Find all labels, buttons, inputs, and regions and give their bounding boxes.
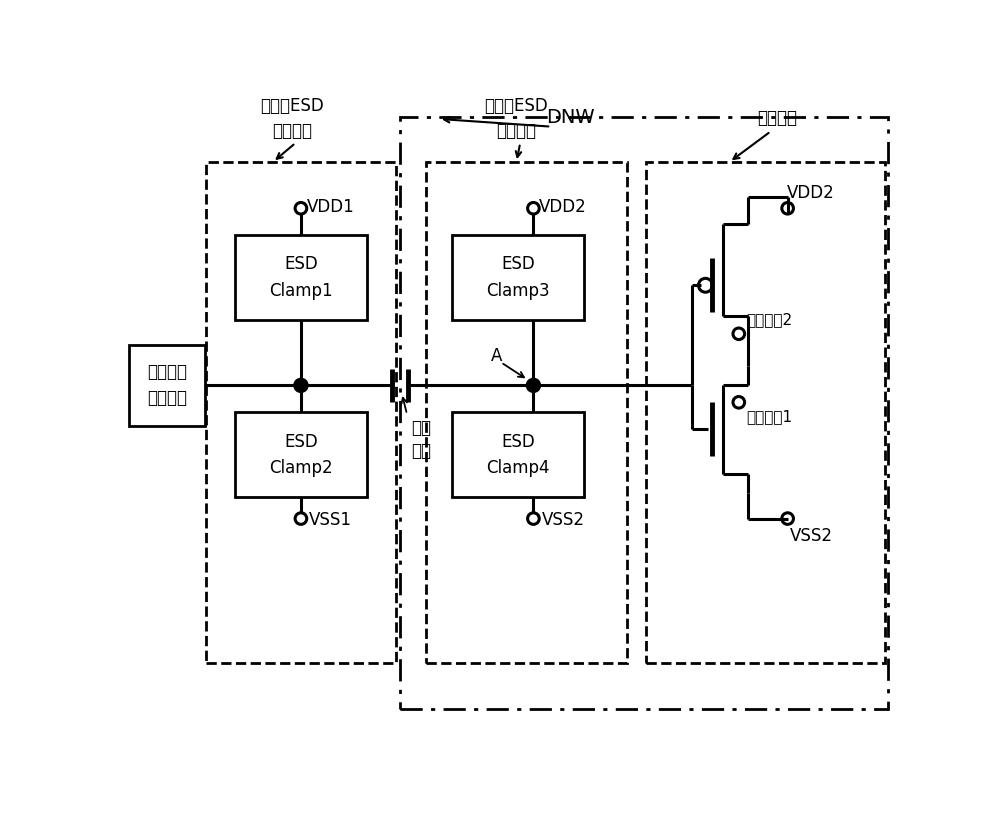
Text: VSS2: VSS2	[541, 511, 584, 529]
Circle shape	[293, 378, 309, 393]
Text: 内部节点1: 内部节点1	[747, 409, 793, 424]
Text: VDD2: VDD2	[539, 198, 587, 216]
Text: 内部节点2: 内部节点2	[747, 312, 793, 327]
Bar	[235, 412, 367, 497]
Bar	[206, 162, 396, 663]
Bar	[400, 118, 888, 708]
Text: VSS2: VSS2	[789, 527, 832, 545]
Text: 隔直: 隔直	[411, 419, 431, 437]
Text: Clamp1: Clamp1	[269, 281, 333, 299]
Text: ESD: ESD	[501, 255, 535, 273]
Text: VDD2: VDD2	[787, 184, 835, 202]
Bar	[452, 236, 584, 320]
Text: 第二级ESD: 第二级ESD	[484, 97, 548, 115]
Text: 输入端口: 输入端口	[147, 389, 187, 407]
Text: VSS1: VSS1	[309, 511, 352, 529]
Bar	[452, 412, 584, 497]
Text: ESD: ESD	[284, 433, 318, 451]
Bar	[646, 162, 885, 663]
Text: ESD: ESD	[501, 433, 535, 451]
Text: 射频信号: 射频信号	[147, 363, 187, 381]
Circle shape	[526, 378, 541, 393]
Text: Clamp4: Clamp4	[486, 459, 550, 477]
Text: DNW: DNW	[546, 108, 595, 127]
Bar	[129, 344, 205, 426]
Bar	[235, 236, 367, 320]
Text: Clamp3: Clamp3	[486, 281, 550, 299]
Text: 内部电路: 内部电路	[757, 109, 797, 127]
Text: A: A	[491, 347, 502, 365]
Text: ESD: ESD	[284, 255, 318, 273]
Text: 第一级ESD: 第一级ESD	[260, 97, 324, 115]
Bar	[426, 162, 627, 663]
Text: VDD1: VDD1	[306, 198, 354, 216]
Text: Clamp2: Clamp2	[269, 459, 333, 477]
Text: 保护电路: 保护电路	[496, 122, 536, 140]
Text: 电容: 电容	[411, 442, 431, 460]
Text: 保护电路: 保护电路	[272, 122, 312, 140]
